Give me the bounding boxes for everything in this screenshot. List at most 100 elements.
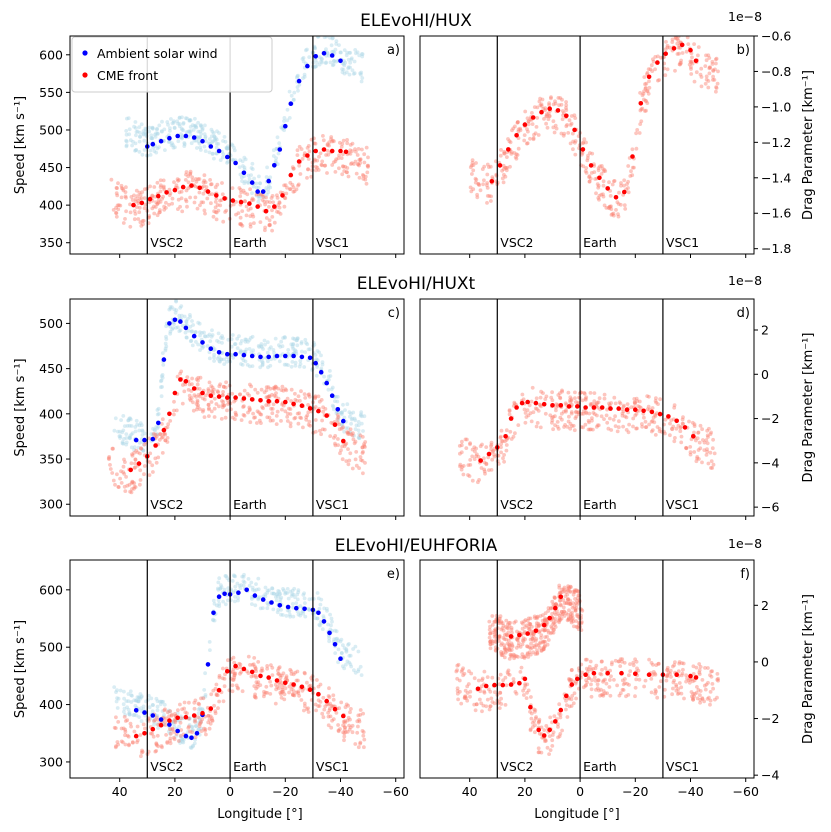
ambient-spread-point — [178, 328, 183, 333]
ambient-spread-point — [348, 50, 353, 55]
ambient-spread-point — [171, 722, 176, 726]
cme-spread-point — [672, 439, 677, 444]
ambient-spread-point — [226, 598, 230, 603]
cme-spread-point — [133, 485, 138, 489]
cme-spread-point — [703, 666, 707, 670]
cme-spread-point — [551, 602, 556, 607]
ambient-spread-point — [172, 119, 176, 123]
cme-spread-point — [206, 402, 211, 407]
ambient-spread-point — [256, 587, 261, 592]
ambient-spread-point — [207, 137, 212, 142]
cme-spread-point — [357, 163, 361, 168]
ambient-spread-point — [214, 137, 219, 142]
ambient-spread-point — [212, 618, 217, 623]
cme-spread-point — [568, 395, 573, 400]
ambient-spread-point — [359, 72, 363, 77]
cme-spread-point — [498, 690, 502, 695]
legend-marker-cme — [82, 72, 88, 78]
cme-spread-point — [344, 170, 349, 175]
cme-spread-point — [326, 723, 331, 728]
cme-median-point — [167, 718, 172, 723]
cme-spread-point — [482, 467, 487, 472]
cme-spread-point — [133, 457, 138, 462]
cme-spread-point — [280, 402, 284, 407]
cme-median-point — [541, 733, 547, 738]
cme-median-point — [497, 163, 503, 168]
cme-spread-point — [585, 156, 590, 161]
cme-spread-point — [305, 176, 309, 180]
cme-spread-point — [513, 155, 518, 160]
cme-spread-point — [197, 190, 202, 195]
cme-spread-point — [162, 708, 167, 713]
cme-spread-point — [253, 415, 257, 420]
cme-spread-point — [361, 173, 365, 177]
cme-spread-point — [316, 698, 321, 703]
cme-spread-point — [281, 388, 286, 393]
cme-median-point — [569, 682, 575, 687]
cme-spread-point — [542, 628, 547, 633]
cme-spread-point — [306, 710, 311, 714]
cme-spread-point — [231, 202, 236, 207]
ambient-spread-point — [189, 129, 193, 134]
cme-spread-point — [306, 167, 310, 172]
cme-spread-point — [525, 408, 530, 413]
cme-spread-point — [575, 614, 580, 618]
cme-spread-point — [196, 403, 201, 408]
cme-spread-point — [248, 407, 252, 411]
ambient-spread-point — [168, 727, 173, 731]
cme-spread-point — [165, 740, 170, 744]
cme-spread-point — [620, 659, 624, 664]
cme-spread-point — [553, 619, 558, 624]
cme-spread-point — [218, 382, 223, 387]
ambient-spread-point — [194, 724, 199, 729]
cme-spread-point — [668, 421, 672, 426]
ambient-spread-point — [265, 588, 270, 593]
y-tick-label: 300 — [39, 754, 63, 769]
cme-spread-point — [180, 401, 185, 406]
ambient-spread-point — [344, 426, 348, 430]
cme-spread-point — [565, 601, 569, 605]
cme-spread-point — [570, 613, 575, 618]
ambient-median-point — [294, 605, 299, 611]
ambient-spread-point — [342, 646, 347, 650]
cme-spread-point — [680, 421, 685, 426]
ambient-spread-point — [133, 126, 138, 130]
ambient-spread-point — [191, 728, 196, 732]
cme-spread-point — [257, 410, 261, 415]
cme-spread-point — [506, 137, 510, 141]
cme-spread-point — [484, 462, 489, 467]
cme-spread-point — [523, 683, 528, 688]
ambient-spread-point — [132, 124, 137, 129]
cme-median-point — [172, 390, 178, 396]
cme-spread-point — [507, 657, 512, 661]
ambient-spread-point — [171, 120, 176, 125]
cme-spread-point — [502, 151, 506, 156]
ambient-spread-point — [187, 717, 192, 721]
cme-spread-point — [644, 81, 649, 86]
cme-spread-point — [640, 93, 645, 98]
cme-spread-point — [480, 709, 484, 714]
ambient-spread-point — [219, 583, 223, 588]
ambient-spread-point — [198, 330, 202, 335]
cme-spread-point — [280, 687, 285, 692]
ambient-spread-point — [344, 647, 349, 651]
cme-spread-point — [124, 475, 128, 479]
cme-spread-point — [247, 405, 252, 410]
ambient-spread-point — [140, 429, 145, 434]
cme-spread-point — [353, 742, 358, 746]
cme-spread-point — [472, 702, 477, 707]
plot-area — [106, 299, 368, 495]
ambient-spread-point — [198, 148, 203, 152]
cme-spread-point — [497, 621, 501, 625]
cme-spread-point — [551, 627, 556, 632]
cme-spread-point — [259, 412, 264, 417]
y-tick-label: 400 — [39, 697, 63, 712]
cme-spread-point — [525, 116, 530, 121]
cme-spread-point — [201, 408, 206, 412]
cme-spread-point — [116, 742, 120, 747]
cme-spread-point — [262, 692, 267, 696]
ambient-spread-point — [179, 313, 184, 318]
cme-spread-point — [318, 682, 323, 687]
cme-spread-point — [553, 414, 557, 419]
ambient-spread-point — [212, 347, 217, 352]
